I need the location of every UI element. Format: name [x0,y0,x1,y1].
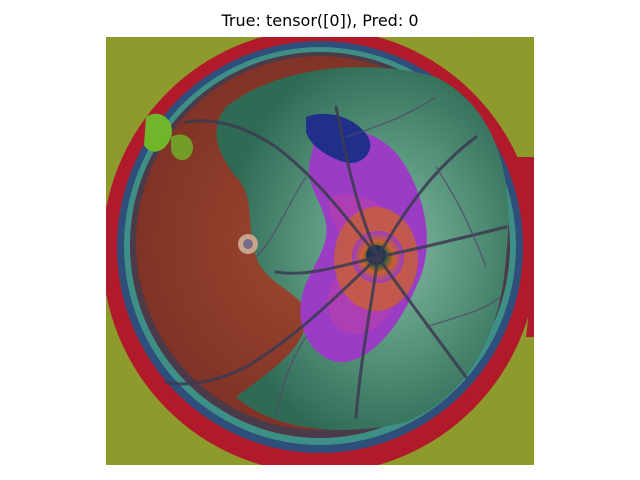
fundus-image [106,37,534,465]
vessel-network [164,105,508,419]
vessel [425,296,502,328]
corner-olive-bl [106,407,166,465]
upper-dark-patch [306,113,371,163]
vessel [345,96,437,138]
crimson-edge-right [516,157,534,337]
vessel [255,176,307,258]
vessel [334,105,380,259]
fundus-image-svg [106,37,534,465]
corner-olive-tr [474,37,534,97]
vessel [376,225,508,259]
corner-olive-tl [106,37,166,97]
vessel [435,166,487,268]
vessel [184,119,380,259]
vessel-network-fine [255,96,502,418]
edge-patch-green [144,113,172,152]
edge-patch-green [171,134,194,161]
lesion-spot-core [243,239,253,249]
vessel [354,255,380,419]
vessel [275,336,307,418]
vessel [376,135,478,259]
vessel [164,255,380,386]
figure-title: True: tensor([0]), Pred: 0 [221,11,419,30]
corner-olive-br [474,407,534,465]
vessel [376,255,468,379]
vessel [274,255,380,275]
